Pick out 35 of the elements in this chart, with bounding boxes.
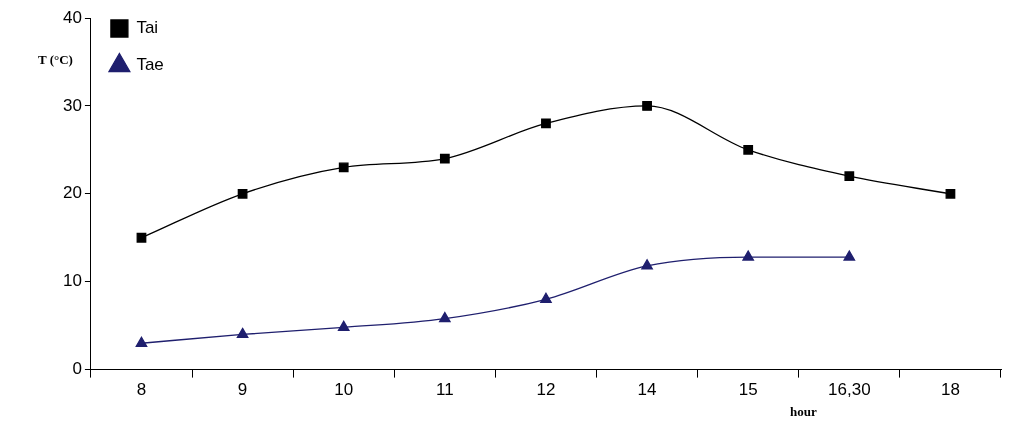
y-tick-label: 0 [72, 359, 82, 379]
point [439, 153, 450, 164]
y-tick-label: 30 [62, 95, 82, 115]
point [844, 171, 855, 182]
legend-label: Tae [136, 55, 164, 75]
x-tick-label: 15 [738, 380, 758, 400]
x-tick-label: 14 [637, 380, 657, 400]
point [641, 259, 653, 270]
y-tick-label: 20 [62, 183, 82, 203]
point [338, 162, 349, 173]
point [438, 311, 451, 323]
point [541, 118, 551, 129]
x-tick-label: 12 [536, 380, 556, 400]
point [843, 250, 856, 261]
x-tick-label: 16,30 [828, 380, 871, 400]
point [136, 232, 147, 243]
x-tick-label: 10 [334, 380, 354, 400]
y-tick-label: 10 [62, 271, 82, 291]
x-tick-label: 8 [136, 380, 147, 400]
point [237, 188, 248, 199]
x-tick-label: 9 [237, 380, 248, 400]
point [742, 250, 755, 261]
point [236, 327, 249, 339]
point [337, 320, 350, 332]
point [743, 144, 754, 155]
x-tick-label: 18 [940, 380, 960, 400]
y-axis-title: T (°C) [38, 52, 73, 68]
x-tick-label: 11 [436, 380, 454, 400]
y-tick-label: 40 [62, 7, 82, 27]
point [945, 188, 956, 199]
legend-label: Tai [136, 18, 159, 38]
point [642, 101, 652, 111]
point [540, 292, 552, 303]
point [135, 336, 148, 347]
x-axis-title: hour [790, 404, 817, 420]
